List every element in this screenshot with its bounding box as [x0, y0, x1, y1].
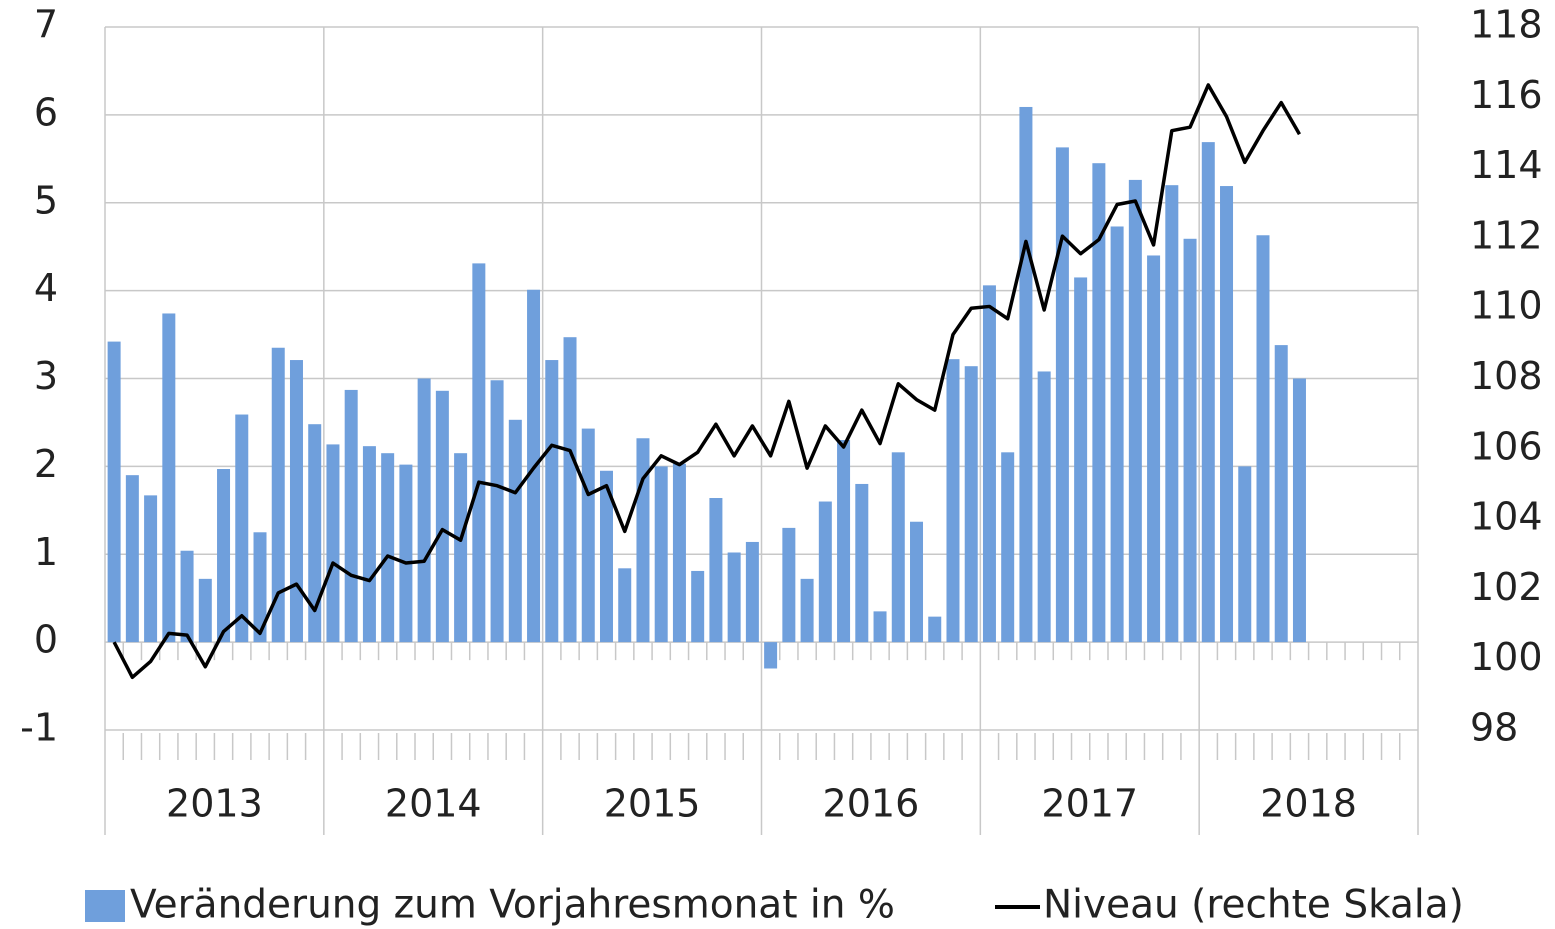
y2-tick-label: 112	[1470, 213, 1543, 257]
bar	[618, 568, 632, 643]
bar	[125, 475, 139, 643]
bar	[162, 313, 176, 643]
bar	[417, 378, 431, 643]
bar	[1201, 142, 1215, 643]
bar	[545, 360, 559, 643]
bar	[1147, 255, 1161, 643]
bar	[910, 521, 924, 643]
bar	[435, 390, 449, 643]
y-tick-label: 1	[34, 530, 58, 574]
bar	[1019, 106, 1033, 643]
bar	[1128, 179, 1142, 643]
bar	[344, 389, 358, 643]
y2-tick-label: 110	[1470, 284, 1543, 328]
bar	[1037, 371, 1051, 643]
y2-tick-label: 104	[1470, 495, 1543, 539]
bar	[1183, 238, 1197, 643]
bar	[709, 498, 723, 643]
y-tick-label: 2	[34, 442, 58, 486]
x-group-label: 2015	[604, 782, 701, 826]
x-group-label: 2013	[166, 782, 263, 826]
bar	[837, 440, 851, 643]
y2-tick-label: 100	[1470, 635, 1543, 679]
bar	[362, 446, 376, 643]
bar	[326, 444, 340, 643]
bar	[253, 532, 267, 643]
bar	[289, 360, 303, 643]
x-group-label: 2017	[1041, 782, 1138, 826]
x-group-label: 2014	[385, 782, 482, 826]
bar	[454, 453, 468, 643]
bar	[691, 570, 705, 643]
bar	[636, 438, 650, 643]
bar	[672, 463, 686, 643]
legend-swatch	[85, 890, 125, 922]
bar	[891, 452, 905, 643]
y-tick-label: -1	[20, 706, 58, 750]
y2-tick-label: 116	[1470, 73, 1543, 117]
bar	[745, 541, 759, 643]
bar	[727, 552, 741, 643]
bar	[1220, 186, 1234, 643]
y-tick-label: 4	[34, 266, 58, 310]
bar	[1001, 452, 1015, 643]
y2-tick-label: 114	[1470, 143, 1543, 187]
bar	[581, 428, 595, 643]
bar	[782, 527, 796, 643]
y-tick-label: 3	[34, 354, 58, 398]
line	[112, 83, 1301, 680]
y-tick-label: 6	[34, 90, 58, 134]
bar	[180, 550, 194, 643]
bar	[764, 642, 778, 669]
bar	[308, 424, 322, 643]
y2-tick-label: 118	[1470, 3, 1543, 47]
bar	[1292, 378, 1306, 643]
x-group-label: 2016	[823, 782, 920, 826]
y2-tick-label: 98	[1470, 706, 1518, 750]
bar	[964, 366, 978, 643]
bar	[818, 501, 832, 643]
bar	[381, 453, 395, 643]
bar	[1074, 277, 1088, 643]
bar	[800, 578, 814, 643]
y2-tick-label: 108	[1470, 354, 1543, 398]
bar	[399, 464, 413, 643]
y-tick-label: 7	[34, 3, 58, 47]
y2-tick-label: 102	[1470, 565, 1543, 609]
legend-label: Niveau (rechte Skala)	[1043, 883, 1464, 928]
y-tick-label: 5	[34, 178, 58, 222]
bar	[1165, 185, 1179, 643]
bar	[107, 341, 121, 643]
bar	[1256, 235, 1270, 643]
bar	[599, 470, 613, 643]
x-group-label: 2018	[1260, 782, 1357, 826]
bar	[928, 616, 942, 643]
bar	[654, 466, 668, 643]
y2-tick-label: 106	[1470, 424, 1543, 468]
bar	[873, 611, 887, 643]
bar	[508, 419, 522, 643]
bar	[271, 347, 285, 643]
y-tick-label: 0	[34, 618, 58, 662]
bar	[144, 495, 158, 643]
bar	[982, 285, 996, 643]
bar	[1238, 466, 1252, 643]
bar	[1092, 163, 1106, 643]
bar	[217, 469, 231, 643]
bar	[563, 337, 577, 643]
bar	[235, 414, 249, 643]
bar	[946, 359, 960, 643]
bar	[1274, 345, 1288, 643]
bar	[472, 263, 486, 643]
bar	[490, 380, 504, 643]
bar	[1055, 147, 1069, 643]
bar	[855, 483, 869, 643]
bar	[1110, 226, 1124, 643]
bar	[198, 578, 212, 643]
legend-label: Veränderung zum Vorjahresmonat in %	[130, 883, 895, 928]
